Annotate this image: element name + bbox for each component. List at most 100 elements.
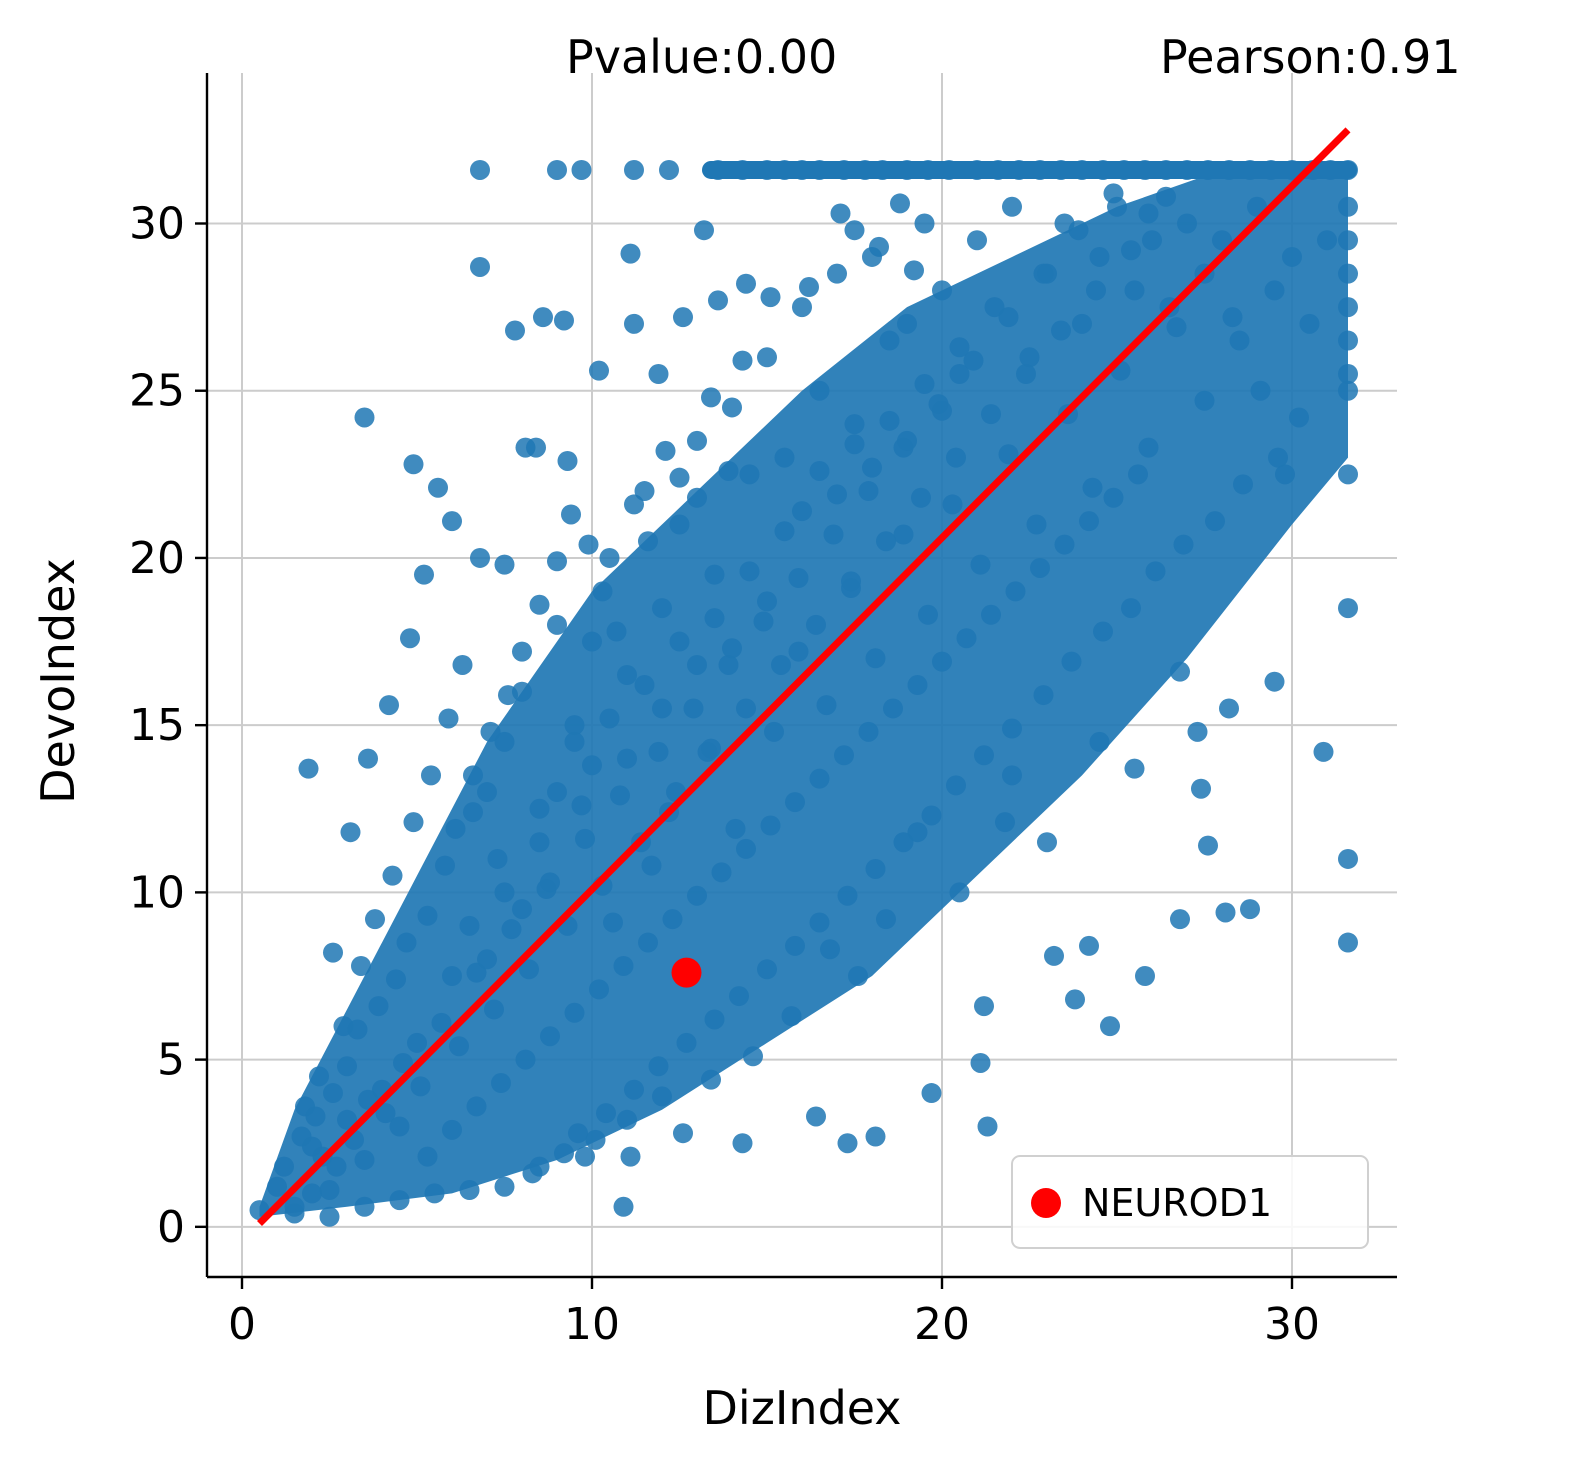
scatter-point [428,477,448,498]
scatter-point [732,1133,753,1154]
scatter-point [897,430,917,451]
scatter-point [648,741,669,762]
scatter-point [1016,364,1036,384]
scatter-point [914,374,935,395]
scatter-point [914,213,935,234]
scatter-point [1138,437,1159,458]
scatter-point [694,220,714,241]
scatter-point [701,738,721,759]
scatter-point [547,551,567,572]
scatter-point [494,1176,515,1197]
scatter-point [956,628,977,649]
scatter-point [753,611,774,632]
scatter-point [1030,557,1050,578]
scatter-point [354,1149,375,1170]
scatter-point [421,765,441,786]
scatter-point [830,203,851,224]
scatter-point [575,1146,595,1167]
scatter-point [946,775,966,796]
point-density-band [259,169,1348,1217]
scatter-point [977,1116,998,1137]
scatter-point [662,909,683,930]
scatter-point [354,1196,375,1217]
scatter-point [1338,196,1358,217]
scatter-point [417,1146,438,1167]
scatter-point [1299,313,1320,334]
scatter-point [624,1079,644,1100]
scatter-point [725,818,746,839]
scatter-point [1198,835,1218,856]
scatter-point [1019,347,1040,368]
scatter-point [718,654,739,675]
scatter-point [1079,935,1099,956]
scatter-point [869,236,889,257]
scatter-point [585,1129,606,1150]
scatter-point [1191,778,1211,799]
scatter-point [284,1203,305,1224]
scatter-point [1079,511,1099,532]
scatter-point [995,812,1015,833]
scatter-point [491,1073,511,1094]
scatter-point [1264,671,1285,692]
scatter-point [655,440,676,461]
scatter-point [526,437,546,458]
scatter-point [305,1106,326,1127]
scatter-point [1138,203,1159,224]
scatter-point [596,1103,616,1124]
scatter-point [736,273,756,294]
scatter-point [564,731,585,752]
scatter-point [326,1156,347,1177]
scatter-point [498,685,518,706]
scatter-point [396,932,417,953]
scatter-point [589,360,609,381]
scatter-point [557,450,578,471]
scatter-point [501,919,522,940]
scatter-point [358,748,378,769]
scatter-point [634,675,655,696]
scatter-point [382,865,403,886]
scatter-point [683,698,704,719]
scatter-point [564,715,585,736]
scatter-point [858,481,879,502]
scatter-point [1061,651,1082,672]
y-tick-label: 15 [129,700,185,751]
scatter-point [599,547,620,568]
scatter-point [641,855,662,876]
scatter-point [1002,718,1022,739]
scatter-point [841,571,861,592]
scatter-point [505,320,525,341]
pearson-annotation: Pearson:0.91 [1160,30,1461,84]
scatter-point [809,768,830,789]
scatter-point [1338,848,1358,869]
scatter-point [1082,477,1103,498]
scatter-point [480,721,501,742]
scatter-point [844,434,865,455]
scatter-point [512,641,532,662]
scatter-point [1222,307,1243,328]
scatter-point [918,604,938,625]
scatter-point [1005,581,1026,602]
scatter-point [606,621,627,642]
scatter-point [757,959,777,980]
scatter-point [1089,731,1110,752]
scatter-point [610,785,630,806]
scatter-point [718,460,739,481]
scatter-point [624,313,644,334]
scatter-point [477,782,497,803]
scatter-point [1037,832,1057,853]
scatter-point [1250,380,1271,401]
scatter-point [687,430,707,451]
scatter-point [739,561,760,582]
scatter-point [351,955,371,976]
scatter-point [949,337,970,358]
scatter-point [589,979,609,1000]
scatter-point [785,792,805,813]
scatter-point [673,1123,693,1144]
scatter-point [575,828,595,849]
scatter-point [540,872,560,893]
scatter-point [435,855,455,876]
axes [195,73,1397,1289]
scatter-point [1212,230,1232,251]
scatter-point [1338,230,1358,251]
